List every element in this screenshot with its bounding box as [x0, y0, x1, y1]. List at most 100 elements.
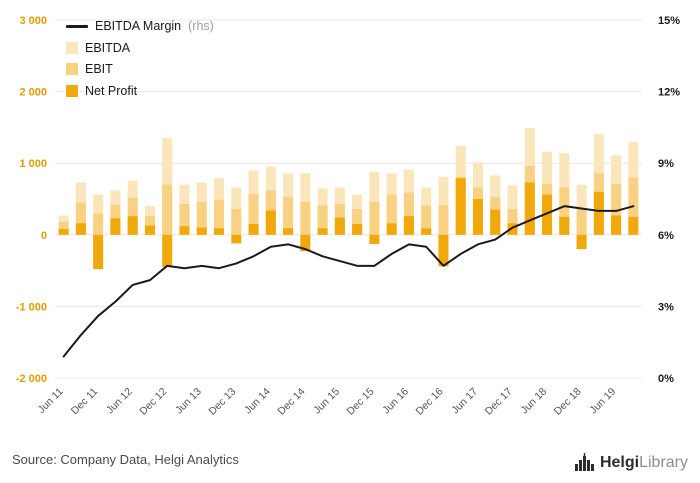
bar-ebit — [58, 221, 69, 235]
bar-ebit — [317, 205, 328, 235]
bar-net-profit — [75, 223, 86, 235]
ebit-swatch — [66, 63, 78, 76]
bar-ebit — [93, 213, 104, 235]
bar-net-profit — [455, 178, 466, 235]
bar-ebit — [162, 184, 173, 235]
left-axis-tick: -2 000 — [16, 373, 47, 385]
bar-net-profit — [369, 234, 380, 245]
bar-net-profit — [421, 228, 432, 235]
bar-net-profit — [403, 216, 414, 235]
x-axis-label: Jun 15 — [311, 386, 342, 417]
bar-ebit — [507, 209, 518, 235]
left-axis-tick: -1 000 — [16, 301, 47, 313]
bar-net-profit — [110, 218, 121, 235]
line-swatch — [66, 24, 88, 28]
bar-ebit — [127, 197, 138, 235]
bar-net-profit — [542, 194, 553, 235]
bar-ebit — [438, 205, 449, 235]
bar-net-profit — [438, 234, 449, 267]
bar-ebit — [369, 201, 380, 235]
bar-net-profit — [628, 216, 639, 235]
x-axis-label: Dec 12 — [137, 386, 169, 418]
bar-ebit — [283, 196, 294, 235]
bar-net-profit — [593, 191, 604, 235]
legend-label-ebitda: EBITDA — [85, 40, 131, 55]
x-axis-label: Dec 11 — [69, 386, 101, 418]
helgi-logo-icon — [574, 453, 594, 471]
bar-net-profit — [559, 216, 570, 235]
left-axis-tick: 1 000 — [19, 158, 47, 170]
bar-ebit — [231, 209, 242, 235]
legend-item-net-profit: Net Profit — [66, 83, 214, 98]
bar-ebit — [179, 204, 190, 235]
bar-net-profit — [334, 217, 345, 235]
legend-item-ebitda: EBITDA — [66, 40, 214, 55]
bar-net-profit — [58, 229, 69, 235]
bar-net-profit — [300, 234, 311, 252]
bar-ebit — [214, 199, 225, 235]
x-axis-label: Jun 17 — [449, 386, 480, 417]
legend-item-ebit: EBIT — [66, 63, 214, 76]
x-axis-label: Jun 18 — [518, 386, 549, 417]
bar-net-profit — [214, 228, 225, 235]
bar-ebit — [248, 193, 259, 235]
left-axis-tick: 2 000 — [19, 87, 47, 99]
bar-ebit — [196, 201, 207, 235]
legend-item-ebitda-margin: EBITDA Margin (rhs) — [66, 20, 214, 33]
bar-ebit — [403, 192, 414, 235]
x-axis-label: Dec 13 — [206, 386, 238, 418]
bar-ebit — [576, 209, 587, 235]
bar-ebit — [386, 194, 397, 235]
profit-margin-chart: 3 000 2 000 1 000 0 -1 000 -2 000 15% 12% 9% 6% 3%… — [16, 15, 680, 418]
bar-net-profit — [265, 210, 276, 235]
bar-net-profit — [524, 182, 535, 235]
x-axis-label: Dec 18 — [552, 386, 584, 418]
legend-label-ebitda-margin: EBITDA Margin — [95, 19, 182, 33]
bar-net-profit — [317, 228, 328, 235]
bar-net-profit — [162, 234, 173, 268]
bar-net-profit — [231, 234, 242, 244]
bar-net-profit — [144, 225, 155, 235]
right-axis-tick: 15% — [658, 15, 680, 27]
x-axis-label: Jun 11 — [36, 386, 66, 416]
bar-net-profit — [352, 224, 363, 235]
legend-label-net-profit: Net Profit — [85, 83, 138, 98]
left-axis-tick: 3 000 — [19, 15, 47, 27]
bar-ebit — [75, 202, 86, 235]
ebitda-margin-line — [62, 205, 635, 358]
bar-net-profit — [490, 209, 501, 235]
right-axis-tick: 0% — [658, 373, 674, 385]
right-axis-tick: 9% — [658, 158, 674, 170]
left-axis-tick: 0 — [41, 230, 47, 242]
bar-net-profit — [611, 215, 622, 235]
x-axis-label: Jun 13 — [173, 386, 204, 417]
bar-net-profit — [196, 227, 207, 235]
logo-text-library: Library — [639, 454, 688, 471]
x-axis-label: Dec 14 — [275, 386, 307, 418]
right-axis-tick: 3% — [658, 301, 674, 313]
bar-net-profit — [248, 224, 259, 235]
bar-ebit — [611, 183, 622, 235]
x-axis-label: Dec 15 — [344, 386, 376, 418]
bar-net-profit — [576, 234, 587, 250]
x-axis-label: Jun 19 — [587, 386, 618, 417]
source-note: Source: Company Data, Helgi Analytics — [12, 452, 239, 467]
bar-net-profit — [127, 216, 138, 235]
bar-net-profit — [386, 223, 397, 235]
ebitda-swatch — [66, 41, 78, 54]
x-axis-label: Jun 16 — [380, 386, 411, 417]
right-axis-tick: 12% — [658, 87, 680, 99]
x-axis-label: Jun 14 — [242, 386, 273, 417]
bar-net-profit — [283, 228, 294, 235]
bar-net-profit — [179, 226, 190, 235]
bar-ebit — [300, 201, 311, 235]
net-profit-swatch — [66, 84, 78, 97]
x-axis-label: Dec 16 — [414, 386, 446, 418]
bar-ebit — [559, 187, 570, 235]
chart-legend: EBITDA Margin (rhs) EBITDA EBIT Net Prof… — [66, 20, 214, 97]
bar-net-profit — [472, 199, 483, 235]
logo-text-helgi: Helgi — [599, 454, 640, 471]
x-axis-label: Jun 12 — [104, 386, 135, 417]
bar-ebit — [352, 209, 363, 235]
